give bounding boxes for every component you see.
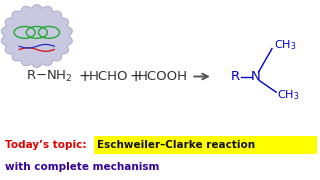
Text: N: N	[251, 70, 261, 83]
FancyBboxPatch shape	[94, 136, 317, 154]
Text: CH$_3$: CH$_3$	[274, 38, 296, 52]
Text: HCHO: HCHO	[89, 70, 129, 83]
Text: CH$_3$: CH$_3$	[277, 89, 299, 102]
Text: Today’s topic:: Today’s topic:	[5, 140, 90, 150]
Text: Eschweiler–Clarke reaction: Eschweiler–Clarke reaction	[97, 140, 255, 150]
Text: HCOOH: HCOOH	[138, 70, 188, 83]
Text: +: +	[79, 69, 91, 84]
Text: R: R	[231, 70, 240, 83]
Text: R$-$NH$_2$: R$-$NH$_2$	[26, 69, 73, 84]
Text: +: +	[130, 69, 142, 84]
Polygon shape	[2, 5, 72, 67]
Text: with complete mechanism: with complete mechanism	[5, 161, 159, 172]
